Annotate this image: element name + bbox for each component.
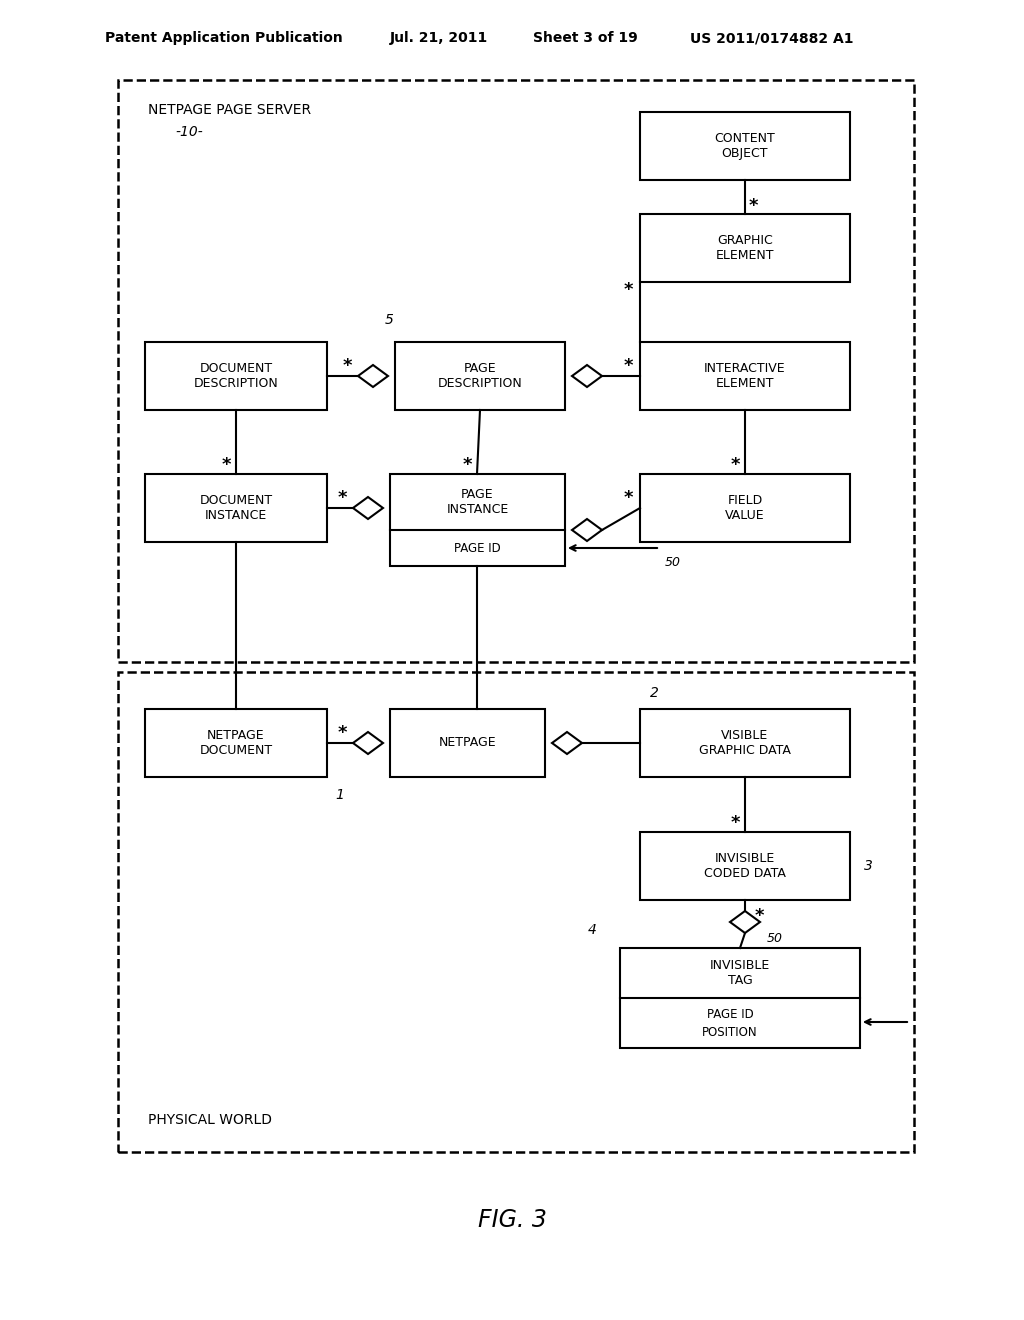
Text: *: *	[624, 281, 633, 300]
Text: 1: 1	[335, 788, 344, 803]
Bar	[640, 474, 850, 543]
Text: *: *	[624, 488, 633, 507]
Polygon shape	[730, 911, 760, 933]
Bar	[395, 342, 565, 411]
Polygon shape	[353, 733, 383, 754]
Bar	[118, 672, 914, 1152]
Text: Sheet 3 of 19: Sheet 3 of 19	[534, 30, 638, 45]
Text: FIG. 3: FIG. 3	[477, 1208, 547, 1232]
Text: *: *	[730, 455, 739, 474]
Text: *: *	[221, 455, 230, 474]
Bar	[640, 112, 850, 180]
Text: *: *	[462, 455, 472, 474]
Text: 50: 50	[665, 556, 681, 569]
Text: VISIBLE
GRAPHIC DATA: VISIBLE GRAPHIC DATA	[699, 729, 791, 756]
Text: INTERACTIVE
ELEMENT: INTERACTIVE ELEMENT	[705, 362, 785, 389]
Text: 5: 5	[385, 313, 394, 327]
Bar	[640, 342, 850, 411]
Text: NETPAGE
DOCUMENT: NETPAGE DOCUMENT	[200, 729, 272, 756]
Text: *: *	[749, 197, 758, 215]
Text: 2: 2	[650, 686, 658, 700]
Bar	[640, 214, 850, 282]
Text: Patent Application Publication: Patent Application Publication	[105, 30, 343, 45]
Text: NETPAGE PAGE SERVER: NETPAGE PAGE SERVER	[148, 103, 311, 117]
Text: *: *	[342, 356, 352, 375]
Polygon shape	[572, 366, 602, 387]
Text: POSITION: POSITION	[702, 1026, 758, 1039]
Bar	[640, 832, 850, 900]
Text: INVISIBLE
TAG: INVISIBLE TAG	[710, 960, 770, 987]
Text: PAGE ID: PAGE ID	[454, 541, 501, 554]
Polygon shape	[353, 498, 383, 519]
Text: PAGE ID: PAGE ID	[707, 1007, 754, 1020]
Bar	[390, 474, 565, 566]
Text: GRAPHIC
ELEMENT: GRAPHIC ELEMENT	[716, 234, 774, 261]
Text: CONTENT
OBJECT: CONTENT OBJECT	[715, 132, 775, 160]
Polygon shape	[572, 519, 602, 541]
Text: FIELD
VALUE: FIELD VALUE	[725, 494, 765, 521]
Text: INVISIBLE
CODED DATA: INVISIBLE CODED DATA	[705, 851, 786, 880]
Bar	[390, 709, 545, 777]
Text: *: *	[337, 723, 347, 742]
Bar	[145, 474, 327, 543]
Text: *: *	[755, 907, 764, 925]
Text: *: *	[624, 356, 633, 375]
Bar	[640, 709, 850, 777]
Text: DOCUMENT
INSTANCE: DOCUMENT INSTANCE	[200, 494, 272, 521]
Bar	[145, 342, 327, 411]
Text: -10-: -10-	[175, 125, 203, 139]
Text: 3: 3	[864, 859, 872, 873]
Text: *: *	[730, 814, 739, 832]
Text: PHYSICAL WORLD: PHYSICAL WORLD	[148, 1113, 272, 1127]
Text: DOCUMENT
DESCRIPTION: DOCUMENT DESCRIPTION	[194, 362, 279, 389]
Text: 4: 4	[588, 923, 597, 937]
Bar	[620, 948, 860, 1048]
Text: 50: 50	[767, 932, 783, 945]
Text: NETPAGE: NETPAGE	[438, 737, 497, 750]
Text: *: *	[337, 488, 347, 507]
Polygon shape	[358, 366, 388, 387]
Text: Jul. 21, 2011: Jul. 21, 2011	[390, 30, 488, 45]
Text: PAGE
INSTANCE: PAGE INSTANCE	[446, 488, 509, 516]
Text: US 2011/0174882 A1: US 2011/0174882 A1	[690, 30, 853, 45]
Bar	[145, 709, 327, 777]
Polygon shape	[552, 733, 582, 754]
Text: PAGE
DESCRIPTION: PAGE DESCRIPTION	[437, 362, 522, 389]
Bar	[118, 81, 914, 663]
